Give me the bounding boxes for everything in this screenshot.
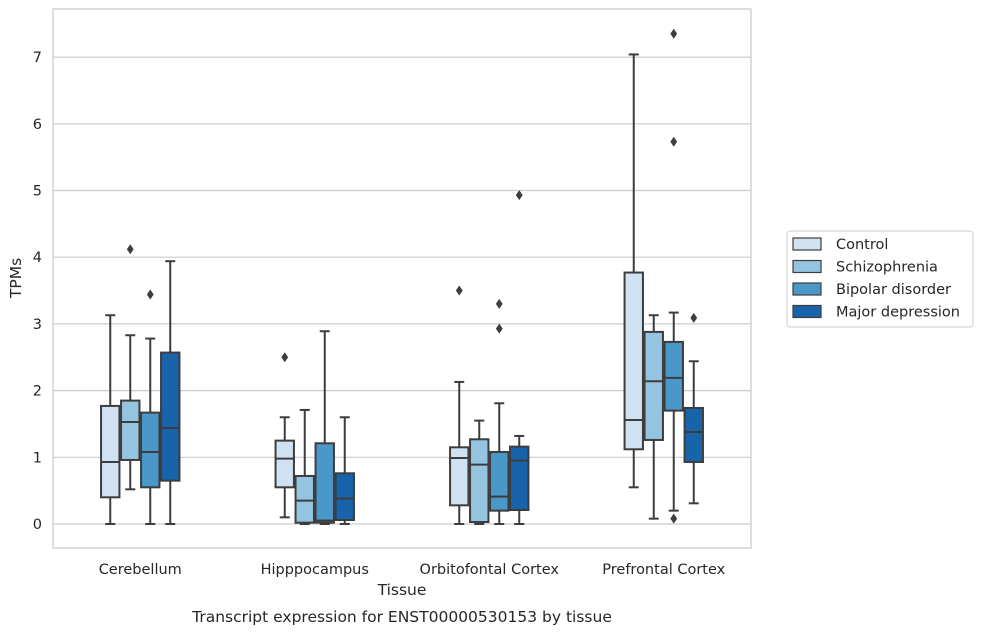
outlier-point-0 [126, 244, 134, 255]
box-body [469, 438, 490, 523]
box-body [160, 351, 181, 482]
box-2-1 [314, 330, 335, 525]
outlier-point-0 [690, 312, 698, 323]
box-body [449, 446, 470, 507]
outlier-point-1 [670, 136, 678, 147]
box-2-0 [140, 289, 161, 525]
box-1-1 [294, 408, 315, 525]
box-body [643, 330, 664, 441]
legend-entries: Control Schizophrenia Bipolar disorder Majo… [792, 237, 960, 321]
y-tick-label-2: 2 [33, 384, 42, 400]
box-body [274, 439, 295, 489]
box-body [120, 399, 141, 461]
box-3-3 [683, 312, 704, 505]
outlier-point-1 [495, 323, 503, 334]
legend-swatch [792, 237, 822, 251]
box-body [100, 404, 121, 499]
x-axis-label: Tissue [377, 581, 427, 599]
box-body [489, 450, 510, 512]
x-tick-label-1: Hipppocampus [261, 562, 369, 578]
legend-swatch [792, 304, 822, 319]
outlier-point-0 [495, 298, 503, 309]
legend-label: Major depression [836, 305, 960, 321]
series-1 [120, 244, 664, 525]
box-0-3 [623, 53, 644, 489]
legend-swatch [792, 282, 822, 296]
legend-swatch [792, 259, 822, 274]
series-0 [100, 53, 644, 525]
box-2-3 [663, 28, 684, 524]
x-tick-label-3: Prefrontal Cortex [602, 562, 725, 578]
outlier-point-0 [670, 28, 678, 39]
y-tick-label-1: 1 [33, 450, 42, 466]
box-body [623, 271, 644, 451]
legend-label: Bipolar disorder [836, 282, 951, 298]
legend-label: Control [836, 237, 888, 253]
box-0-0 [100, 314, 121, 525]
box-body [683, 406, 704, 463]
outlier-point-0 [281, 352, 289, 363]
box-body [509, 445, 530, 511]
outlier-point-0 [515, 190, 523, 201]
box-1-2 [469, 419, 490, 525]
y-axis-label: TPMs [7, 258, 25, 299]
y-tick-label-4: 4 [33, 250, 42, 266]
box-1-3 [643, 314, 664, 520]
legend-frame [786, 230, 974, 328]
box-body [140, 411, 161, 489]
legend-label: Schizophrenia [836, 260, 938, 276]
box-3-2 [509, 190, 530, 525]
series-2 [140, 28, 684, 525]
outlier-point-0 [146, 289, 154, 300]
y-axis-ticks: 0 1 2 3 4 5 6 7 [33, 50, 42, 533]
box-1-0 [120, 244, 141, 491]
y-tick-label-6: 6 [33, 117, 42, 133]
box-3-1 [334, 416, 355, 525]
legend-entry-1: Schizophrenia [792, 259, 938, 276]
y-tick-label-0: 0 [33, 517, 42, 533]
plot-frame [52, 8, 752, 549]
outlier-point-0 [455, 285, 463, 296]
y-tick-label-7: 7 [33, 50, 42, 66]
box-0-2 [449, 285, 470, 525]
legend-entry-2: Bipolar disorder [792, 282, 951, 298]
legend-entry-3: Major depression [792, 304, 960, 321]
figure-caption: Transcript expression for ENST0000053015… [191, 608, 612, 626]
legend: Control Schizophrenia Bipolar disorder Majo… [786, 230, 974, 328]
legend-entry-0: Control [792, 237, 888, 253]
box-body [663, 340, 684, 412]
boxes [100, 28, 704, 525]
x-axis-ticks: Cerebellum Hipppocampus Orbitofontal Corte… [99, 562, 726, 578]
box-body [314, 442, 335, 524]
series-3 [160, 190, 704, 525]
box-body [334, 472, 355, 521]
outlier-point-2 [670, 513, 678, 524]
box-0-1 [274, 352, 295, 519]
x-tick-label-0: Cerebellum [99, 562, 182, 578]
box-body [294, 474, 315, 524]
x-tick-label-2: Orbitofontal Cortex [420, 562, 560, 578]
box-2-2 [489, 298, 510, 525]
y-tick-label-3: 3 [33, 317, 42, 333]
box-3-0 [160, 260, 181, 525]
y-tick-label-5: 5 [33, 184, 42, 200]
